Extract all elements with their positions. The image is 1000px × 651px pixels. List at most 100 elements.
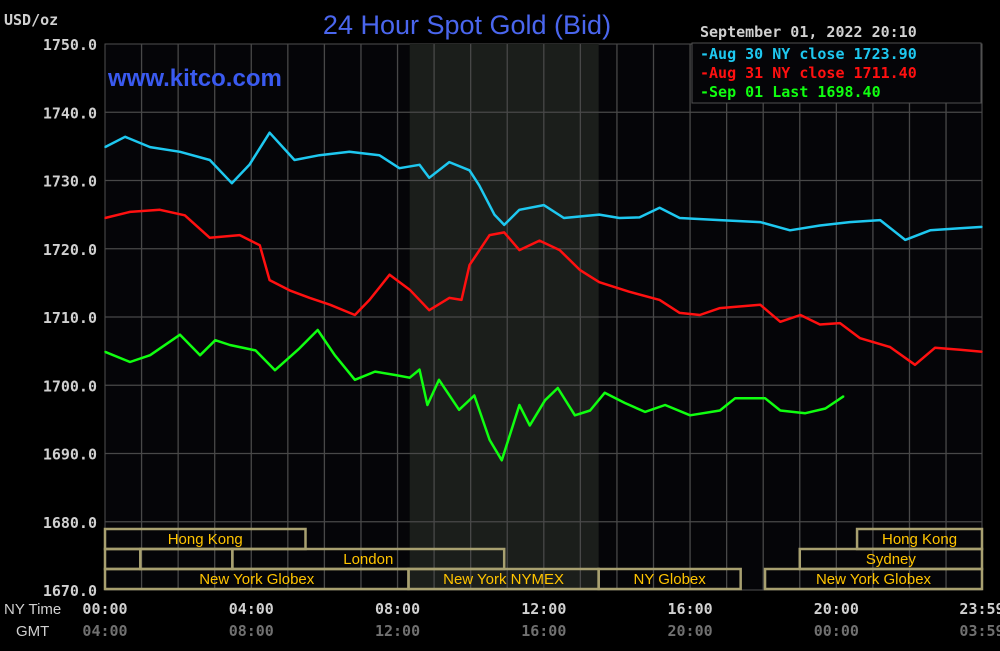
data-point: [500, 459, 503, 462]
session-label: New York Globex: [199, 571, 315, 588]
data-point: [759, 221, 761, 223]
data-point: [418, 368, 421, 371]
session-bar: NY Globex: [597, 567, 742, 591]
data-point: [503, 231, 505, 234]
y-tick-label: 1710.0: [43, 309, 97, 327]
data-point: [408, 376, 411, 379]
data-point: [538, 239, 541, 242]
data-point: [184, 214, 186, 217]
data-point: [503, 224, 505, 226]
x-tick-label-gmt: 08:00: [229, 622, 274, 640]
y-tick-label: 1750.0: [43, 36, 97, 54]
data-point: [179, 151, 181, 153]
data-point: [779, 320, 782, 323]
data-point: [248, 164, 251, 166]
timestamp: September 01, 2022 20:10: [700, 23, 917, 41]
session-label: Sydney: [866, 551, 917, 568]
data-point: [528, 424, 531, 427]
data-point: [179, 333, 181, 336]
data-point: [719, 409, 721, 412]
data-point: [428, 176, 431, 179]
x-tick-label-ny: 20:00: [814, 600, 859, 618]
data-point: [149, 146, 151, 148]
y-tick-label: 1700.0: [43, 377, 97, 395]
y-tick-label: 1720.0: [43, 241, 97, 259]
data-point: [268, 131, 271, 134]
data-point: [318, 154, 321, 157]
y-tick-label: 1680.0: [43, 514, 97, 532]
data-point: [658, 299, 661, 301]
data-point: [394, 374, 396, 376]
data-point: [799, 314, 802, 316]
data-point: [759, 303, 761, 306]
x-tick-labels: 00:00 04:00 04:00 08:00 08:00 12:00 12:00 16:00…: [82, 600, 1000, 640]
data-point: [316, 329, 319, 331]
legend: -Aug 30 NY close 1723.90 -Aug 31 NY clos…: [691, 42, 982, 104]
data-point: [618, 217, 621, 219]
data-point: [308, 297, 311, 299]
chart-title: 24 Hour Spot Gold (Bid): [323, 10, 611, 40]
data-point: [848, 221, 851, 223]
data-point: [603, 391, 606, 394]
data-point: [779, 409, 782, 412]
data-point: [644, 411, 646, 413]
data-point: [804, 412, 807, 415]
data-point: [354, 314, 356, 316]
y-tick-label: 1670.0: [43, 582, 97, 600]
data-point: [426, 404, 429, 406]
data-point: [664, 404, 666, 406]
data-point: [518, 404, 521, 406]
data-point: [904, 239, 907, 241]
x-tick-label-gmt: 20:00: [667, 622, 712, 640]
data-point: [734, 397, 736, 400]
data-point: [333, 354, 336, 357]
data-point: [914, 363, 916, 366]
data-point: [448, 161, 451, 163]
data-point: [719, 219, 721, 221]
data-point: [589, 409, 591, 412]
session-bars: Hong Kong Hong Kong London Sydney New York G…: [103, 527, 984, 591]
grid: [105, 44, 982, 590]
data-point: [638, 216, 641, 219]
data-point: [518, 209, 521, 211]
data-point: [493, 213, 496, 216]
data-point: [229, 344, 231, 346]
data-point: [468, 264, 471, 266]
data-point: [488, 234, 491, 236]
data-point: [478, 184, 481, 187]
data-point: [378, 154, 381, 157]
data-point: [199, 354, 201, 357]
session-label: London: [343, 551, 393, 568]
data-point: [329, 303, 331, 306]
x-tick-label-gmt: 16:00: [521, 622, 566, 640]
session-label: Hong Kong: [168, 531, 243, 548]
data-point: [448, 297, 451, 299]
data-point: [124, 136, 126, 138]
data-point: [268, 279, 271, 281]
data-point: [658, 207, 661, 209]
data-point: [209, 159, 211, 161]
data-point: [104, 146, 106, 148]
data-point: [293, 159, 296, 161]
data-point: [699, 314, 701, 316]
data-point: [959, 348, 961, 351]
ny-time-label: NY Time: [4, 601, 61, 618]
data-point: [678, 312, 681, 314]
data-point: [889, 346, 891, 348]
data-point: [678, 217, 681, 219]
data-point: [298, 347, 301, 350]
x-tick-label-ny: 12:00: [521, 600, 566, 618]
data-point: [254, 349, 257, 352]
data-point: [819, 224, 821, 227]
data-point: [348, 151, 351, 153]
data-point: [388, 273, 391, 276]
data-point: [981, 351, 983, 353]
data-point: [428, 309, 431, 311]
data-point: [418, 164, 421, 166]
data-point: [859, 337, 861, 339]
data-point: [689, 414, 691, 417]
kitco-watermark: www.kitco.com: [107, 65, 282, 92]
data-point: [374, 370, 376, 373]
data-point: [274, 369, 276, 372]
